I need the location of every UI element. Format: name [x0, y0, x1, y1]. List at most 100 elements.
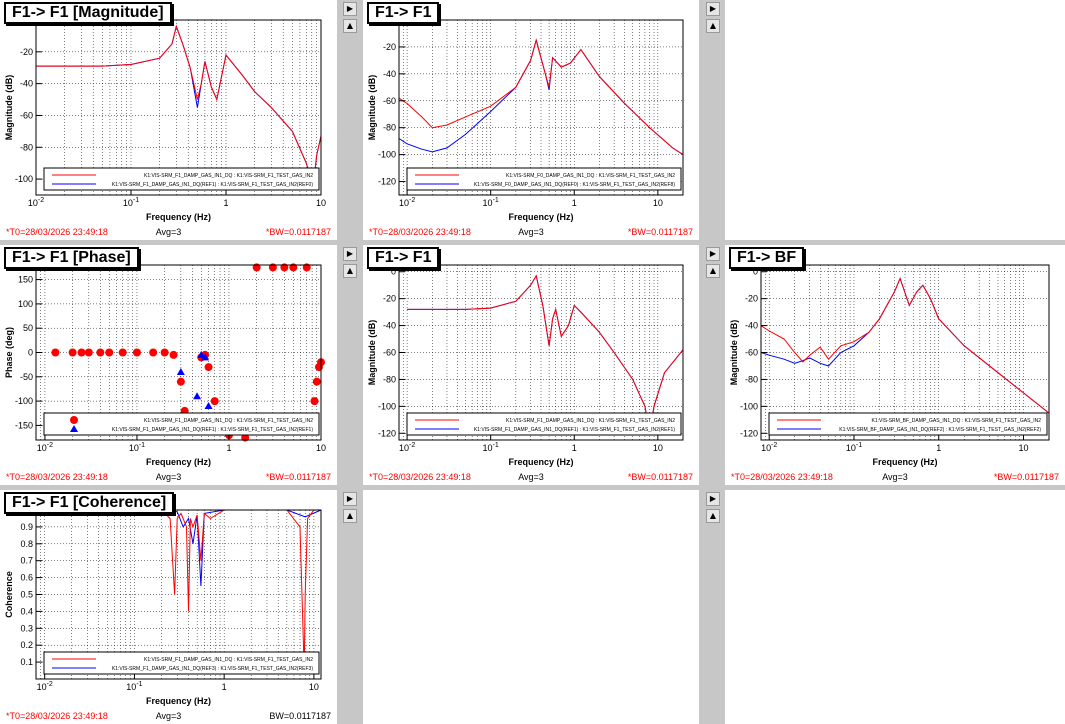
legend — [43, 651, 320, 675]
ref-series-line — [36, 509, 322, 587]
y-tick-label: -40 — [383, 69, 396, 79]
phase-point — [51, 348, 60, 357]
avg-label: Avg=3 — [156, 711, 182, 721]
legend-entry: K1:VIS-SRM_F1_DAMP_GAS_IN1_DQ(REF1) : K1… — [112, 182, 314, 188]
y-tick-label: -100 — [740, 401, 758, 411]
plot-pad: 0 -20 -40 -60 -80 -100 -120 10-2 10-1 1 10 Frequenc… — [363, 245, 699, 485]
legend-entry: K1:VIS-SRM_F1_DAMP_GAS_IN1_DQ : K1:VIS-S… — [144, 657, 313, 663]
triangle-up-icon: ▶ — [709, 494, 717, 503]
series-line — [760, 277, 1050, 414]
x-axis-label: Frequency (Hz) — [508, 212, 573, 222]
phase-point — [310, 397, 319, 406]
plot-canvas: 150 100 50 0 -50 -100 -150 10-2 10-1 1 10 Frequency… — [4, 263, 331, 482]
legend — [43, 167, 320, 191]
y-tick-label: 150 — [18, 275, 33, 285]
y-tick-label: -120 — [740, 428, 758, 438]
scroll-up-button[interactable]: ▶ — [343, 247, 357, 261]
x-tick-label: 10 — [309, 682, 319, 692]
legend-entry: K1:VIS-SRM_F1_DAMP_GAS_IN1_DQ(REF1) : K1… — [112, 427, 314, 433]
x-tick-label: 1 — [572, 443, 577, 453]
y-tick-label: -40 — [745, 321, 758, 331]
triangle-up-icon: ▲ — [346, 266, 354, 275]
pad-title: F1-> F1 [Magnitude] — [4, 2, 172, 24]
y-tick-label: 0.8 — [20, 539, 33, 549]
scroll-up-button[interactable]: ▶ — [343, 492, 357, 506]
phase-point — [77, 348, 86, 357]
y-axis-label: Coherence — [4, 571, 14, 618]
phase-point — [96, 348, 105, 357]
phase-point — [149, 348, 158, 357]
y-tick-label: 0.7 — [20, 556, 33, 566]
triangle-up-icon: ▶ — [346, 494, 354, 503]
x-tick-label: 10-1 — [846, 442, 862, 453]
scroll-up-button[interactable]: ▶ — [706, 492, 720, 506]
y-tick-label: 0 — [391, 267, 396, 277]
scroll-up-button[interactable]: ▲ — [343, 509, 357, 523]
scroll-up-button[interactable]: ▲ — [706, 264, 720, 278]
y-tick-label: -100 — [15, 396, 33, 406]
series-line — [398, 38, 684, 156]
series-line — [407, 274, 684, 434]
y-tick-label: -80 — [383, 374, 396, 384]
y-axis-label: Magnitude (dB) — [4, 75, 14, 141]
empty-pad — [363, 490, 699, 724]
plot-pad: 150 100 50 0 -50 -100 -150 10-2 10-1 1 10 Frequency… — [0, 245, 337, 485]
phase-point — [118, 348, 127, 357]
scroll-up-button[interactable]: ▶ — [343, 2, 357, 16]
scroll-up-button[interactable]: ▲ — [343, 19, 357, 33]
x-tick-label: 10 — [653, 198, 663, 208]
x-axis-label: Frequency (Hz) — [146, 212, 211, 222]
t0-label: *T0=28/03/2026 23:49:18 — [6, 227, 108, 237]
avg-label: Avg=3 — [882, 472, 908, 482]
x-tick-label: 10-2 — [28, 197, 44, 208]
y-tick-label: -120 — [378, 177, 396, 187]
phase-point — [68, 348, 77, 357]
x-axis-label: Frequency (Hz) — [872, 457, 937, 467]
y-tick-label: -100 — [378, 150, 396, 160]
t0-label: *T0=28/03/2026 23:49:18 — [6, 711, 108, 721]
y-tick-label: -80 — [20, 142, 33, 152]
scroll-up-button[interactable]: ▲ — [706, 509, 720, 523]
avg-label: Avg=3 — [156, 227, 182, 237]
phase-point — [204, 363, 213, 372]
x-tick-label: 1 — [222, 682, 227, 692]
plot-frame — [398, 19, 684, 196]
x-tick-label: 10 — [1018, 443, 1028, 453]
x-tick-label: 10-1 — [123, 197, 139, 208]
legend-entry: K1:VIS-SRM_F1_DAMP_GAS_IN1_DQ : K1:VIS-S… — [506, 418, 675, 424]
legend — [406, 167, 682, 191]
y-tick-label: 0.6 — [20, 573, 33, 583]
scroll-up-button[interactable]: ▶ — [706, 2, 720, 16]
phase-point — [210, 397, 219, 406]
scroll-up-button[interactable]: ▶ — [706, 247, 720, 261]
y-tick-label: -80 — [383, 123, 396, 133]
y-tick-label: 0 — [753, 267, 758, 277]
bw-label: BW=0.0117187 — [269, 711, 331, 721]
scroll-up-button[interactable]: ▲ — [706, 19, 720, 33]
plot-frame — [35, 19, 322, 196]
t0-label: *T0=28/03/2026 23:49:18 — [369, 227, 471, 237]
legend — [406, 412, 682, 436]
y-tick-label: -100 — [378, 401, 396, 411]
t0-label: *T0=28/03/2026 23:49:18 — [369, 472, 471, 482]
pad-title: F1-> F1 [Coherence] — [4, 492, 175, 514]
y-axis-label: Phase (deg) — [4, 327, 14, 378]
y-tick-label: 100 — [18, 299, 33, 309]
triangle-up-icon: ▶ — [346, 249, 354, 258]
plot-pad: -20 -40 -60 -80 -100 10-2 10-1 1 10 Frequency (Hz… — [0, 0, 337, 240]
phase-point — [132, 348, 141, 357]
bw-label: *BW=0.0117187 — [266, 472, 331, 482]
x-tick-label: 10-1 — [129, 442, 145, 453]
y-tick-label: -60 — [20, 110, 33, 120]
plot-canvas: 0.9 0.8 0.7 0.6 0.5 0.4 0.3 0.2 0.1 10-2 10-1 1 10 Fr… — [4, 509, 331, 721]
x-tick-label: 10 — [316, 443, 326, 453]
legend-entry: K1:VIS-SRM_F1_DAMP_GAS_IN1_DQ(REF1) : K1… — [474, 427, 676, 433]
empty-pad — [725, 0, 1065, 240]
x-tick-label: 10-2 — [399, 442, 415, 453]
x-tick-label: 10-2 — [37, 442, 53, 453]
scroll-up-button[interactable]: ▲ — [343, 264, 357, 278]
plot-pad: -20 -40 -60 -80 -100 -120 10-2 10-1 1 10 Frequency… — [363, 0, 699, 240]
phase-point — [176, 377, 185, 386]
